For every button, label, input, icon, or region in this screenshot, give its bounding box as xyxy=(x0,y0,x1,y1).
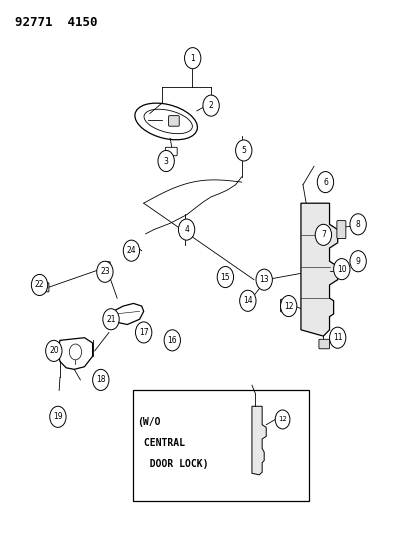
Circle shape xyxy=(31,274,47,295)
FancyBboxPatch shape xyxy=(54,411,62,419)
Text: 16: 16 xyxy=(167,336,177,345)
FancyBboxPatch shape xyxy=(165,147,177,156)
Circle shape xyxy=(239,290,255,311)
Text: 9: 9 xyxy=(355,257,360,266)
Circle shape xyxy=(158,150,174,172)
Circle shape xyxy=(217,266,233,288)
FancyBboxPatch shape xyxy=(47,345,54,353)
Polygon shape xyxy=(252,406,266,475)
Text: 4: 4 xyxy=(184,225,189,234)
Circle shape xyxy=(255,269,272,290)
Circle shape xyxy=(184,47,200,69)
Circle shape xyxy=(50,406,66,427)
FancyBboxPatch shape xyxy=(168,336,175,343)
FancyBboxPatch shape xyxy=(140,327,147,336)
Text: 3: 3 xyxy=(163,157,168,166)
Circle shape xyxy=(102,309,119,330)
FancyBboxPatch shape xyxy=(336,221,345,239)
Text: 19: 19 xyxy=(53,413,63,421)
FancyBboxPatch shape xyxy=(181,222,190,235)
FancyBboxPatch shape xyxy=(95,375,102,383)
FancyBboxPatch shape xyxy=(133,391,309,501)
Circle shape xyxy=(275,410,289,429)
Text: 6: 6 xyxy=(322,177,327,187)
Text: 18: 18 xyxy=(96,375,105,384)
Circle shape xyxy=(164,330,180,351)
FancyBboxPatch shape xyxy=(351,253,360,265)
Circle shape xyxy=(178,219,194,240)
Text: 12: 12 xyxy=(283,302,293,311)
FancyBboxPatch shape xyxy=(352,216,360,233)
Circle shape xyxy=(349,251,366,272)
Text: 24: 24 xyxy=(126,246,136,255)
FancyBboxPatch shape xyxy=(280,299,290,312)
Text: 14: 14 xyxy=(242,296,252,305)
Circle shape xyxy=(45,341,62,361)
Circle shape xyxy=(329,327,345,348)
Text: CENTRAL: CENTRAL xyxy=(137,438,184,448)
Text: 10: 10 xyxy=(336,265,346,273)
FancyBboxPatch shape xyxy=(103,262,110,270)
FancyBboxPatch shape xyxy=(168,116,179,126)
Text: 2: 2 xyxy=(208,101,213,110)
Text: 22: 22 xyxy=(35,280,44,289)
FancyBboxPatch shape xyxy=(41,283,49,292)
Text: 7: 7 xyxy=(320,230,325,239)
Text: 8: 8 xyxy=(355,220,360,229)
Text: 11: 11 xyxy=(332,333,342,342)
Circle shape xyxy=(97,261,113,282)
Text: 15: 15 xyxy=(220,272,230,281)
Polygon shape xyxy=(300,203,337,336)
Text: 23: 23 xyxy=(100,267,109,276)
Circle shape xyxy=(333,259,349,280)
Circle shape xyxy=(135,322,152,343)
Text: 20: 20 xyxy=(49,346,59,356)
Circle shape xyxy=(123,240,139,261)
Circle shape xyxy=(235,140,252,161)
Circle shape xyxy=(202,95,219,116)
Text: 21: 21 xyxy=(106,315,116,324)
Text: 13: 13 xyxy=(259,275,268,284)
Circle shape xyxy=(280,295,296,317)
Text: 17: 17 xyxy=(138,328,148,337)
Circle shape xyxy=(349,214,366,235)
Text: 1: 1 xyxy=(190,54,195,63)
FancyBboxPatch shape xyxy=(237,150,245,158)
Circle shape xyxy=(314,224,331,245)
Text: 92771  4150: 92771 4150 xyxy=(15,16,97,29)
Circle shape xyxy=(316,172,333,192)
Text: DOOR LOCK): DOOR LOCK) xyxy=(137,459,208,469)
FancyBboxPatch shape xyxy=(318,340,329,349)
FancyBboxPatch shape xyxy=(129,245,133,251)
Text: 12: 12 xyxy=(278,416,286,423)
Text: (W/O: (W/O xyxy=(137,417,161,427)
Text: 5: 5 xyxy=(241,146,246,155)
Circle shape xyxy=(93,369,109,391)
